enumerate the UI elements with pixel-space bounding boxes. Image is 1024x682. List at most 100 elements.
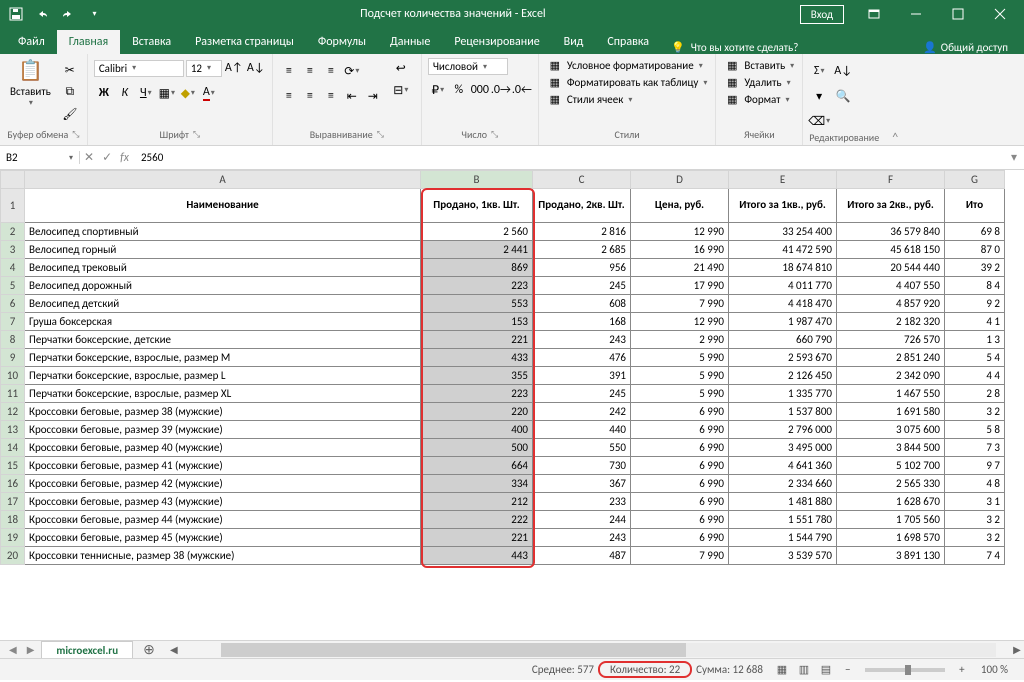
format-cells-button[interactable]: ▦Формат▾ [722, 92, 796, 107]
cell-C12[interactable]: 242 [533, 403, 631, 421]
header-cell-D[interactable]: Цена, руб. [631, 189, 729, 223]
cell-A18[interactable]: Кроссовки беговые, размер 44 (мужские) [25, 511, 421, 529]
font-size-select[interactable]: 12▾ [186, 60, 222, 77]
cell-G4[interactable]: 39 2 [945, 259, 1005, 277]
col-header-C[interactable]: C [533, 171, 631, 189]
cell-F14[interactable]: 3 844 500 [837, 439, 945, 457]
hscroll-thumb[interactable] [221, 643, 686, 657]
tab-nav-next-icon[interactable]: ▶ [24, 643, 38, 656]
align-right-icon[interactable]: ≡ [321, 86, 341, 106]
cell-F18[interactable]: 1 705 560 [837, 511, 945, 529]
cell-E18[interactable]: 1 551 780 [729, 511, 837, 529]
cell-B4[interactable]: 869 [421, 259, 533, 277]
col-header-B[interactable]: B [421, 171, 533, 189]
cell-C17[interactable]: 233 [533, 493, 631, 511]
view-page-break-icon[interactable]: ▤ [815, 661, 837, 679]
cell-F8[interactable]: 726 570 [837, 331, 945, 349]
cell-E15[interactable]: 4 641 360 [729, 457, 837, 475]
align-bottom-icon[interactable]: ≡ [321, 61, 341, 81]
conditional-formatting-button[interactable]: ▦Условное форматирование▾ [545, 58, 710, 73]
add-sheet-icon[interactable]: ⊕ [137, 641, 161, 658]
row-header-10[interactable]: 10 [1, 367, 25, 385]
row-header-3[interactable]: 3 [1, 241, 25, 259]
row-header-2[interactable]: 2 [1, 223, 25, 241]
copy-icon[interactable]: ⧉ [59, 82, 81, 102]
cell-D17[interactable]: 6 990 [631, 493, 729, 511]
cell-D11[interactable]: 5 990 [631, 385, 729, 403]
row-header-8[interactable]: 8 [1, 331, 25, 349]
row-header-15[interactable]: 15 [1, 457, 25, 475]
cell-C3[interactable]: 2 685 [533, 241, 631, 259]
cell-A13[interactable]: Кроссовки беговые, размер 39 (мужские) [25, 421, 421, 439]
align-top-icon[interactable]: ≡ [279, 61, 299, 81]
font-launcher-icon[interactable]: ⤡ [193, 129, 200, 140]
cell-A16[interactable]: Кроссовки беговые, размер 42 (мужские) [25, 475, 421, 493]
redo-icon[interactable] [56, 2, 80, 26]
header-cell-C[interactable]: Продано, 2кв. Шт. [533, 189, 631, 223]
autosum-icon[interactable]: Σ▾ [809, 61, 829, 81]
cell-D19[interactable]: 6 990 [631, 529, 729, 547]
paste-button[interactable]: 📋 Вставить ▾ [6, 56, 55, 110]
cell-D20[interactable]: 7 990 [631, 547, 729, 565]
cell-A17[interactable]: Кроссовки беговые, размер 43 (мужские) [25, 493, 421, 511]
cell-B10[interactable]: 355 [421, 367, 533, 385]
cell-E12[interactable]: 1 537 800 [729, 403, 837, 421]
cell-F6[interactable]: 4 857 920 [837, 295, 945, 313]
cell-C4[interactable]: 956 [533, 259, 631, 277]
cell-E5[interactable]: 4 011 770 [729, 277, 837, 295]
row-header-19[interactable]: 19 [1, 529, 25, 547]
cell-D14[interactable]: 6 990 [631, 439, 729, 457]
number-format-select[interactable]: Числовой▾ [428, 58, 508, 75]
increase-font-icon[interactable]: A↑ [224, 58, 244, 78]
number-launcher-icon[interactable]: ⤡ [491, 129, 498, 140]
cell-C16[interactable]: 367 [533, 475, 631, 493]
cell-E7[interactable]: 1 987 470 [729, 313, 837, 331]
minimize-icon[interactable] [896, 0, 936, 28]
ribbon-display-icon[interactable] [854, 0, 894, 28]
cell-D4[interactable]: 21 490 [631, 259, 729, 277]
header-cell-E[interactable]: Итого за 1кв., руб. [729, 189, 837, 223]
tab-layout[interactable]: Разметка страницы [183, 30, 306, 54]
clipboard-launcher-icon[interactable]: ⤡ [72, 129, 79, 140]
undo-icon[interactable] [30, 2, 54, 26]
cell-B20[interactable]: 443 [421, 547, 533, 565]
cell-B7[interactable]: 153 [421, 313, 533, 331]
cell-E19[interactable]: 1 544 790 [729, 529, 837, 547]
cell-E9[interactable]: 2 593 670 [729, 349, 837, 367]
find-select-icon[interactable]: 🔍 [830, 86, 856, 106]
row-header-13[interactable]: 13 [1, 421, 25, 439]
clear-icon[interactable]: ⌫▾ [809, 111, 829, 131]
merge-center-icon[interactable]: ⊟▾ [387, 80, 415, 100]
percent-icon[interactable]: % [449, 80, 469, 100]
cell-D13[interactable]: 6 990 [631, 421, 729, 439]
cell-E10[interactable]: 2 126 450 [729, 367, 837, 385]
cell-B8[interactable]: 221 [421, 331, 533, 349]
cell-F10[interactable]: 2 342 090 [837, 367, 945, 385]
row-header-1[interactable]: 1 [1, 189, 25, 223]
cell-F3[interactable]: 45 618 150 [837, 241, 945, 259]
cell-G9[interactable]: 5 4 [945, 349, 1005, 367]
cell-A7[interactable]: Груша боксерская [25, 313, 421, 331]
increase-indent-icon[interactable]: ⇥ [363, 86, 383, 106]
cell-D6[interactable]: 7 990 [631, 295, 729, 313]
hscroll-right-icon[interactable]: ▶ [1010, 643, 1024, 656]
cell-G8[interactable]: 1 3 [945, 331, 1005, 349]
decrease-decimal-icon[interactable]: .0← [512, 80, 532, 100]
maximize-icon[interactable] [938, 0, 978, 28]
cell-F15[interactable]: 5 102 700 [837, 457, 945, 475]
zoom-out-icon[interactable]: − [837, 661, 859, 679]
cell-F13[interactable]: 3 075 600 [837, 421, 945, 439]
cell-F4[interactable]: 20 544 440 [837, 259, 945, 277]
cell-C6[interactable]: 608 [533, 295, 631, 313]
save-icon[interactable] [4, 2, 28, 26]
cell-A5[interactable]: Велосипед дорожный [25, 277, 421, 295]
row-header-12[interactable]: 12 [1, 403, 25, 421]
header-cell-F[interactable]: Итого за 2кв., руб. [837, 189, 945, 223]
format-painter-icon[interactable]: 🖌 [59, 104, 81, 124]
cell-A2[interactable]: Велосипед спортивный [25, 223, 421, 241]
cell-E14[interactable]: 3 495 000 [729, 439, 837, 457]
row-header-16[interactable]: 16 [1, 475, 25, 493]
header-cell-G[interactable]: Ито [945, 189, 1005, 223]
tab-nav-prev-icon[interactable]: ◀ [6, 643, 20, 656]
border-icon[interactable]: ▦▾ [157, 83, 177, 103]
